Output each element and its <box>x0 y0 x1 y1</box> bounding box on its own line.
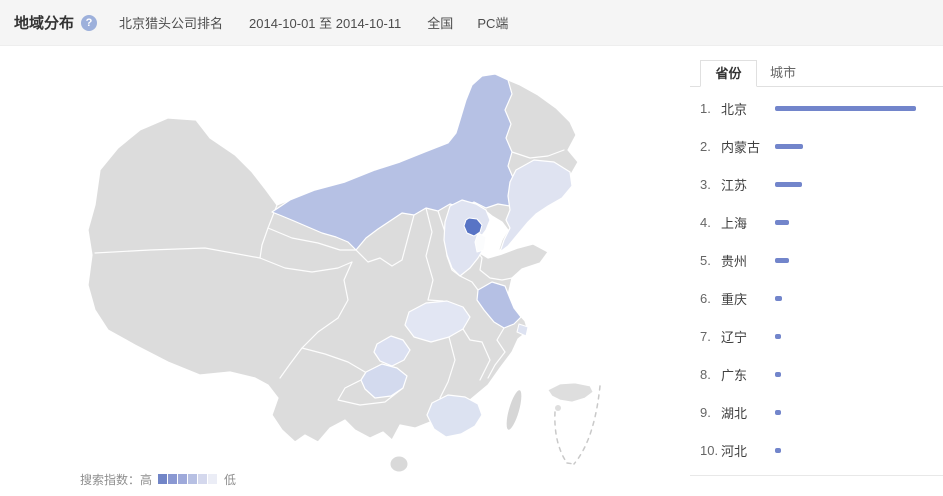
ranking-tabs: 省份 城市 <box>690 60 943 87</box>
rank-number: 6. <box>700 290 711 306</box>
rank-number: 1. <box>700 100 711 116</box>
ranking-row: 2. 内蒙古 <box>690 127 943 165</box>
province-guizhou[interactable] <box>360 363 408 399</box>
province-tianjin[interactable] <box>474 232 487 253</box>
ranking-row: 10. 河北 <box>690 431 943 469</box>
rank-number: 5. <box>700 252 711 268</box>
island-hainan <box>389 455 409 473</box>
province-name: 辽宁 <box>721 329 748 345</box>
ranking-row: 7. 辽宁 <box>690 317 943 355</box>
island-taiwan <box>505 389 523 431</box>
province-name: 贵州 <box>721 253 748 269</box>
index-bar <box>775 181 802 187</box>
province-ranking-list: 1. 北京 2. 内蒙古 3. 江苏 4. 上海 5. 贵州 6. 重庆 7. 辽宁 8. 广东 9. 湖北 10.… <box>690 89 943 469</box>
tab-province[interactable]: 省份 <box>700 60 757 87</box>
tab-city[interactable]: 城市 <box>770 65 797 80</box>
province-name: 上海 <box>721 215 748 231</box>
filter-date-range: 2014-10-01 至 2014-10-11 <box>249 16 402 31</box>
province-name: 河北 <box>721 443 748 459</box>
index-bar <box>775 257 789 263</box>
province-name: 江苏 <box>721 177 748 193</box>
filter-region: 全国 <box>427 16 454 31</box>
south-china-sea-inset <box>547 382 601 465</box>
province-hubei[interactable] <box>404 300 471 343</box>
index-bar <box>775 219 789 225</box>
legend-low-label: 低 <box>224 472 237 487</box>
page-title: 地域分布 <box>14 15 75 32</box>
province-beijing[interactable] <box>463 217 483 237</box>
rank-number: 7. <box>700 328 711 344</box>
province-guangdong[interactable] <box>426 394 483 438</box>
filter-keyword: 北京猎头公司排名 <box>119 16 224 31</box>
ranking-row: 5. 贵州 <box>690 241 943 279</box>
index-bar <box>775 105 916 111</box>
ranking-panel: 省份 城市 1. 北京 2. 内蒙古 3. 江苏 4. 上海 5. 贵州 6. 重庆 7. 辽宁 8. 广东 9… <box>690 60 943 476</box>
province-liaoning[interactable] <box>499 159 573 253</box>
province-name: 重庆 <box>721 291 748 307</box>
legend-gradient-blocks <box>158 474 218 484</box>
province-name: 湖北 <box>721 405 748 421</box>
legend-swatch <box>158 474 168 484</box>
province-name: 北京 <box>721 101 748 117</box>
index-bar <box>775 143 803 149</box>
ranking-row: 6. 重庆 <box>690 279 943 317</box>
legend-swatch <box>178 474 188 484</box>
province-jiangsu[interactable] <box>476 281 522 329</box>
index-bar <box>775 333 781 339</box>
rank-number: 3. <box>700 176 711 192</box>
index-bar <box>775 409 781 415</box>
legend-swatch <box>188 474 198 484</box>
filter-platform: PC端 <box>477 16 509 31</box>
province-chongqing[interactable] <box>373 335 411 367</box>
index-bar <box>775 295 782 301</box>
legend-swatch <box>198 474 208 484</box>
rank-number: 9. <box>700 404 711 420</box>
rank-number: 8. <box>700 366 711 382</box>
help-icon[interactable]: ? <box>81 14 98 31</box>
ranking-row: 9. 湖北 <box>690 393 943 431</box>
province-name: 内蒙古 <box>721 139 761 155</box>
ranking-row: 3. 江苏 <box>690 165 943 203</box>
ranking-row: 1. 北京 <box>690 89 943 127</box>
rank-number: 10. <box>700 442 719 458</box>
ranking-row: 8. 广东 <box>690 355 943 393</box>
search-index-legend: 搜索指数：高 低 <box>80 471 236 487</box>
ranking-row: 4. 上海 <box>690 203 943 241</box>
province-hebei[interactable] <box>443 199 491 277</box>
rank-number: 2. <box>700 138 711 154</box>
index-bar <box>775 371 781 377</box>
legend-swatch <box>168 474 178 484</box>
province-shanghai[interactable] <box>516 323 529 337</box>
province-name: 广东 <box>721 367 748 383</box>
filter-bar: 地域分布 ? 北京猎头公司排名 2014-10-01 至 2014-10-11 … <box>0 0 943 46</box>
index-bar <box>775 447 781 453</box>
panel-divider <box>690 475 943 476</box>
rank-number: 4. <box>700 214 711 230</box>
legend-swatch <box>208 474 218 484</box>
legend-high-label: 搜索指数：高 <box>80 472 153 487</box>
